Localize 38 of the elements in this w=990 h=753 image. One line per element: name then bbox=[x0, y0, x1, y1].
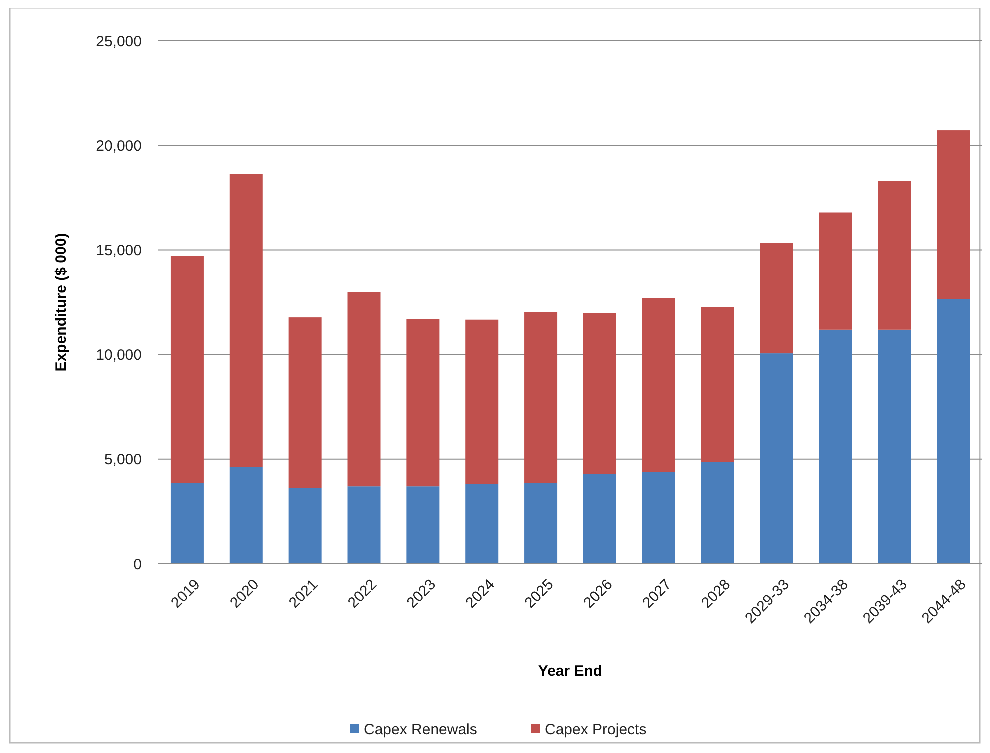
bar bbox=[524, 483, 558, 564]
bar bbox=[937, 299, 970, 564]
bar bbox=[819, 330, 852, 564]
bar bbox=[348, 486, 381, 564]
y-tick-label: 25,000 bbox=[96, 33, 142, 50]
bar bbox=[878, 181, 912, 330]
y-tick-label: 20,000 bbox=[96, 138, 142, 155]
bar bbox=[642, 472, 676, 564]
bar bbox=[170, 256, 204, 484]
bar bbox=[170, 483, 204, 564]
bar bbox=[466, 484, 499, 564]
bar bbox=[348, 292, 381, 487]
legend-label: Capex Renewals bbox=[364, 721, 478, 738]
bar bbox=[524, 312, 558, 484]
legend-label: Capex Projects bbox=[545, 721, 647, 738]
bar bbox=[466, 320, 499, 484]
bar bbox=[701, 462, 734, 564]
bar bbox=[819, 212, 852, 330]
bar bbox=[583, 313, 616, 474]
y-axis-title: Expenditure ($ 000) bbox=[53, 233, 70, 372]
bar bbox=[760, 354, 794, 564]
x-axis-title: Year End bbox=[538, 663, 603, 680]
bar bbox=[760, 244, 794, 354]
y-tick-label: 10,000 bbox=[96, 347, 142, 364]
bar bbox=[288, 318, 322, 488]
bar bbox=[583, 474, 616, 564]
bar bbox=[406, 486, 440, 564]
bar bbox=[230, 467, 263, 564]
y-tick-label: 5,000 bbox=[104, 452, 142, 469]
y-tick-label: 0 bbox=[134, 556, 142, 574]
bar bbox=[878, 330, 912, 564]
bar bbox=[406, 319, 440, 487]
bar bbox=[642, 298, 676, 472]
y-tick-label: 15,000 bbox=[96, 242, 142, 260]
bar bbox=[230, 174, 263, 468]
bar bbox=[288, 488, 322, 564]
bar bbox=[701, 307, 734, 462]
bar bbox=[937, 130, 970, 300]
